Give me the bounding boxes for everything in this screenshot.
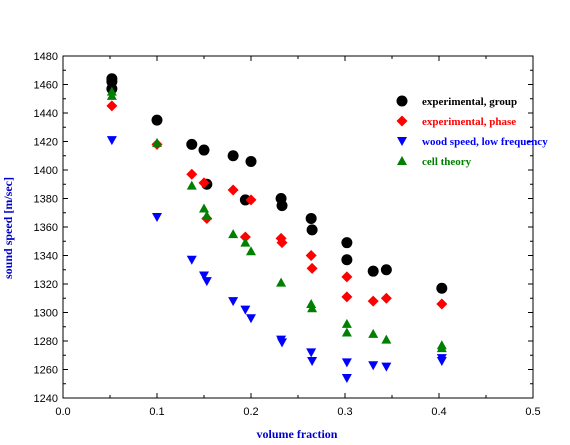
data-point: [246, 246, 256, 256]
data-point: [186, 168, 198, 180]
x-tick-label: 0.1: [149, 406, 164, 418]
data-point: [245, 155, 257, 167]
legend: experimental, group experimental, phase wo…: [396, 95, 548, 168]
legend-marker: [397, 156, 407, 165]
data-point: [276, 237, 288, 249]
y-tick-label: 1360: [34, 222, 58, 234]
data-point: [198, 144, 210, 156]
data-markers: [106, 73, 448, 384]
data-point: [341, 271, 353, 283]
y-tick-label: 1320: [34, 279, 58, 291]
y-tick-label: 1460: [34, 80, 58, 92]
y-tick-label: 1420: [34, 137, 58, 149]
data-point: [186, 138, 198, 150]
data-point: [228, 297, 239, 307]
legend-marker: [396, 115, 408, 127]
x-axis: 0.0 0.1 0.2 0.3 0.4 0.5: [55, 56, 541, 418]
data-point: [381, 334, 392, 344]
legend-marker: [397, 137, 407, 146]
series-2: [106, 136, 447, 384]
legend-label: experimental, phase: [422, 116, 516, 128]
data-point: [245, 194, 257, 206]
y-tick-label: 1400: [34, 165, 58, 177]
x-axis-title: volume fraction: [257, 427, 338, 441]
data-point: [201, 277, 212, 287]
data-point: [436, 343, 447, 353]
data-point: [276, 200, 288, 212]
data-point: [186, 180, 197, 190]
x-tick-label: 0.4: [431, 406, 446, 418]
x-tick-label: 0.0: [55, 406, 70, 418]
data-point: [198, 177, 210, 189]
data-point: [152, 213, 162, 223]
data-point: [306, 348, 317, 358]
series-3: [106, 86, 447, 353]
legend-label: wood speed, low frequency: [422, 136, 548, 148]
y-tick-label: 1240: [34, 393, 58, 405]
data-point: [240, 237, 251, 247]
data-point: [201, 210, 212, 220]
data-point: [277, 338, 288, 348]
legend-marker: [396, 95, 408, 107]
data-point: [381, 362, 392, 372]
data-point: [199, 271, 209, 281]
data-point: [341, 254, 353, 266]
data-point: [368, 328, 379, 338]
data-point: [151, 114, 163, 126]
data-point: [367, 295, 379, 307]
data-point: [106, 136, 117, 146]
x-tick-label: 0.5: [525, 406, 540, 418]
data-point: [341, 237, 353, 249]
legend-label: experimental, group: [422, 96, 517, 108]
data-point: [239, 194, 251, 206]
data-point: [228, 229, 239, 239]
y-tick-label: 1380: [34, 194, 58, 206]
data-point: [306, 224, 318, 236]
data-point: [106, 100, 118, 112]
data-point: [341, 291, 353, 303]
data-point: [436, 356, 447, 366]
data-point: [239, 231, 251, 243]
y-axis: 1240 1260 1280 1300 1320 1340 1360 1380 1400 1420…: [34, 51, 533, 405]
y-tick-label: 1440: [34, 108, 58, 120]
y-tick-label: 1260: [34, 365, 58, 377]
data-point: [306, 262, 318, 274]
data-point: [186, 255, 197, 265]
data-point: [341, 358, 352, 368]
data-point: [305, 212, 317, 224]
data-point: [307, 303, 318, 313]
data-point: [199, 203, 209, 213]
y-axis-title: sound speed [m/sec]: [1, 177, 15, 279]
x-tick-label: 0.3: [337, 406, 352, 418]
data-point: [341, 374, 352, 384]
data-point: [276, 277, 287, 287]
data-point: [227, 150, 239, 162]
data-point: [341, 327, 352, 337]
data-point: [246, 314, 256, 324]
data-point: [227, 184, 239, 196]
data-point: [436, 282, 448, 294]
data-point: [306, 298, 317, 308]
data-point: [436, 298, 448, 310]
data-point: [368, 361, 379, 371]
data-point: [240, 305, 251, 315]
y-tick-label: 1340: [34, 251, 58, 263]
data-point: [152, 137, 162, 147]
data-point: [305, 250, 317, 261]
series-1: [106, 100, 448, 310]
series-0: [106, 73, 448, 294]
data-point: [106, 90, 117, 100]
x-tick-label: 0.2: [243, 406, 258, 418]
y-tick-label: 1480: [34, 51, 58, 63]
data-point: [341, 318, 352, 328]
data-point: [380, 292, 392, 304]
data-point: [307, 356, 318, 366]
y-tick-label: 1300: [34, 308, 58, 320]
data-point: [367, 265, 379, 277]
legend-label: cell theory: [422, 156, 472, 168]
data-point: [380, 264, 392, 276]
y-tick-label: 1280: [34, 336, 58, 348]
